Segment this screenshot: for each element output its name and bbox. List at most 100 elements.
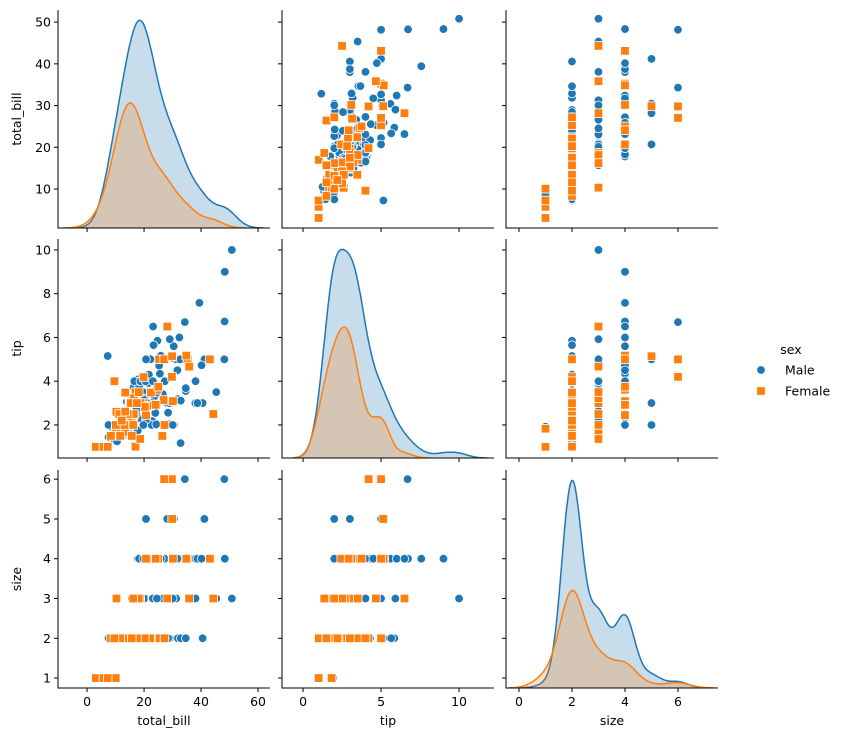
kde-fill-male: [75, 20, 264, 228]
point-female: [109, 376, 120, 386]
point-female: [593, 321, 604, 332]
point-male: [227, 593, 237, 604]
point-male: [355, 81, 366, 91]
point-female: [208, 593, 218, 604]
point-male: [151, 419, 161, 430]
point-female: [376, 554, 386, 564]
point-female: [378, 101, 388, 111]
point-female: [620, 381, 630, 392]
point-female: [371, 593, 381, 604]
point-female: [343, 554, 354, 564]
point-female: [321, 160, 332, 170]
point-male: [438, 24, 449, 34]
point-female: [321, 177, 332, 188]
y-tick-label: 20: [35, 140, 51, 155]
point-female: [159, 354, 169, 365]
point-female: [646, 101, 657, 111]
point-female: [673, 372, 683, 382]
plot-area: [540, 14, 683, 223]
x-tick-label: 20: [136, 694, 152, 709]
point-female: [673, 101, 683, 112]
point-female: [593, 409, 604, 419]
point-female: [208, 409, 218, 419]
point-male: [360, 112, 371, 122]
point-male: [138, 420, 149, 430]
point-male: [620, 298, 630, 308]
point-female: [343, 125, 354, 135]
y-tick-label: 3: [43, 591, 51, 606]
point-male: [416, 61, 427, 71]
point-male: [345, 64, 355, 74]
point-male: [190, 376, 201, 386]
x-tick-label: 10: [451, 694, 467, 709]
point-male: [646, 398, 657, 408]
point-male: [567, 81, 577, 91]
point-male: [360, 67, 371, 77]
point-female: [115, 431, 125, 441]
point-female: [205, 354, 215, 365]
point-female: [363, 143, 374, 153]
point-male: [454, 14, 464, 24]
x-tick-label: 4: [621, 694, 629, 709]
point-female: [167, 372, 177, 382]
point-male: [673, 317, 683, 327]
point-female: [314, 155, 324, 165]
point-female: [540, 442, 551, 452]
point-female: [130, 441, 141, 452]
point-male: [165, 334, 175, 344]
point-male: [593, 334, 604, 344]
point-male: [399, 129, 410, 139]
point-female: [329, 112, 339, 123]
point-female: [593, 76, 604, 86]
point-male: [454, 593, 464, 604]
point-male: [163, 408, 173, 418]
point-female: [352, 132, 363, 142]
point-female: [346, 100, 356, 110]
point-male: [376, 89, 386, 100]
point-male: [180, 317, 190, 327]
point-male: [646, 54, 657, 64]
point-female: [337, 157, 347, 168]
point-female: [103, 442, 113, 452]
point-female: [127, 431, 137, 441]
plot-area: [293, 248, 488, 458]
point-female: [620, 139, 630, 150]
point-female: [184, 361, 194, 372]
point-female: [567, 141, 577, 151]
point-female: [205, 554, 215, 564]
panel-total_bill-vs-size: [502, 10, 718, 232]
point-female: [140, 633, 150, 643]
point-male: [181, 633, 191, 643]
y-tick-label: 10: [35, 182, 51, 197]
point-female: [593, 108, 604, 118]
y-tick-label: 4: [43, 374, 51, 389]
point-male: [390, 104, 401, 115]
point-female: [593, 434, 604, 444]
point-female: [159, 633, 170, 643]
point-male: [673, 25, 683, 35]
point-female: [593, 150, 604, 160]
point-female: [567, 185, 577, 196]
legend-label: Female: [785, 384, 831, 399]
point-female: [329, 593, 339, 604]
point-female: [153, 381, 164, 392]
point-male: [376, 25, 386, 35]
point-female: [162, 593, 173, 604]
point-male: [620, 267, 630, 277]
point-male: [620, 341, 630, 351]
point-male: [620, 420, 630, 430]
point-female: [567, 441, 577, 452]
x-tick-label: 0: [83, 694, 91, 709]
point-female: [567, 112, 577, 123]
point-male: [338, 107, 348, 117]
point-male: [148, 321, 158, 332]
kde-line-female: [508, 589, 715, 688]
point-female: [120, 406, 130, 417]
point-male: [220, 267, 230, 277]
point-male: [386, 128, 396, 139]
point-male: [219, 354, 230, 365]
point-male: [372, 58, 382, 68]
legend-item-female: Female: [756, 384, 831, 399]
point-female: [376, 46, 386, 56]
